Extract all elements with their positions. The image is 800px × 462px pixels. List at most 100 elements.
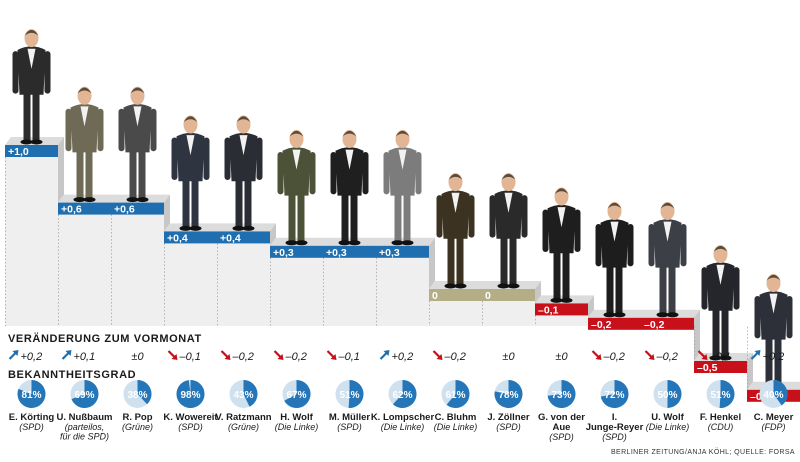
head-shape bbox=[554, 187, 569, 206]
awareness-value: 81% bbox=[21, 390, 41, 401]
awareness-value: 51% bbox=[710, 390, 730, 401]
arm-shape bbox=[436, 195, 443, 238]
politician-party: (CDU) bbox=[708, 422, 734, 432]
trend-down-arrow-icon bbox=[591, 350, 602, 360]
torso-shape bbox=[759, 291, 788, 340]
shirt-shape bbox=[557, 207, 566, 228]
hair-shape bbox=[501, 173, 516, 180]
change-value: –0,2 bbox=[232, 351, 254, 363]
leg-shape bbox=[456, 236, 464, 286]
torso-shape bbox=[176, 132, 205, 182]
trend-up-arrow-icon bbox=[8, 350, 19, 360]
leg-shape bbox=[297, 193, 305, 243]
shirt-shape bbox=[610, 221, 619, 242]
shoe-shape bbox=[285, 240, 298, 246]
pie-slice bbox=[773, 380, 788, 406]
politician-party: (Die Linke) bbox=[275, 422, 319, 432]
shirt-shape bbox=[451, 192, 460, 213]
awareness-pie: 50% bbox=[653, 380, 682, 408]
arrow-head bbox=[754, 350, 761, 356]
stair-step-side bbox=[588, 295, 594, 318]
shoe-shape bbox=[73, 197, 86, 203]
hair-shape bbox=[24, 29, 39, 36]
politician-party: (SPD) bbox=[496, 422, 521, 432]
arrow-head bbox=[383, 350, 390, 356]
leg-shape bbox=[606, 265, 614, 315]
politician-party: (SPD) bbox=[178, 422, 203, 432]
shirt-shape bbox=[504, 192, 513, 213]
head-shape bbox=[77, 86, 92, 105]
hair-shape bbox=[554, 188, 569, 195]
arm-shape bbox=[309, 151, 316, 195]
stair-step bbox=[376, 245, 429, 326]
staircase-layer bbox=[5, 137, 800, 402]
torso-shape bbox=[335, 147, 364, 196]
awareness-value: 43% bbox=[233, 390, 253, 401]
politician-photo bbox=[330, 129, 369, 246]
leg-shape bbox=[774, 337, 782, 387]
leg-shape bbox=[350, 193, 358, 243]
arm-shape bbox=[150, 108, 157, 152]
shoe-shape bbox=[179, 225, 192, 231]
rating-bar bbox=[5, 145, 58, 157]
politician-name: V. Ratzmann bbox=[215, 412, 271, 423]
torso-shape bbox=[17, 46, 46, 95]
awareness-pie: 69% bbox=[70, 380, 99, 408]
arm-shape bbox=[224, 137, 231, 181]
rating-bar bbox=[323, 245, 376, 258]
pie-slice bbox=[284, 380, 311, 408]
awareness-value: 67% bbox=[286, 390, 306, 401]
shoe-shape bbox=[444, 283, 457, 289]
change-value: –0,2 bbox=[603, 351, 625, 363]
rating-value: 0 bbox=[432, 290, 438, 302]
leg-shape bbox=[447, 236, 455, 286]
shoe-shape bbox=[136, 197, 149, 203]
leg-shape bbox=[509, 236, 517, 286]
arm-shape bbox=[362, 151, 369, 195]
torso-shape bbox=[282, 147, 311, 196]
shirt-shape bbox=[186, 135, 195, 156]
pie-slice bbox=[547, 380, 576, 408]
leg-shape bbox=[235, 178, 243, 229]
arm-shape bbox=[97, 108, 104, 152]
trend-down-arrow-icon bbox=[220, 350, 231, 360]
arm-shape bbox=[648, 223, 655, 267]
politician-name: Junge-Reyer bbox=[586, 422, 644, 433]
trend-down-arrow-icon bbox=[644, 350, 655, 360]
arm-shape bbox=[489, 195, 496, 238]
head-shape bbox=[24, 29, 39, 48]
leg-shape bbox=[138, 150, 146, 200]
politician-name: U. Nußbaum bbox=[57, 412, 113, 423]
head-shape bbox=[342, 129, 357, 148]
hair-shape bbox=[342, 130, 357, 137]
change-value: ±0 bbox=[502, 351, 515, 363]
politician-name: G. von der bbox=[538, 412, 585, 423]
politician-photo bbox=[118, 86, 157, 203]
arm-shape bbox=[786, 295, 793, 339]
hair-shape bbox=[448, 173, 463, 180]
politician-name: F. Henkel bbox=[700, 412, 741, 423]
leg-shape bbox=[500, 236, 508, 286]
arm-shape bbox=[330, 151, 337, 195]
arm-shape bbox=[521, 195, 528, 238]
torso-shape bbox=[441, 190, 470, 239]
pie-slice bbox=[392, 380, 417, 408]
rating-value: +1,0 bbox=[8, 146, 29, 158]
torso-shape bbox=[70, 104, 99, 153]
politician-photo bbox=[648, 201, 687, 318]
change-value: –0,1 bbox=[338, 351, 360, 363]
arrow-head bbox=[12, 350, 19, 356]
trend-up-arrow-icon bbox=[61, 350, 72, 360]
change-value: –0,2 bbox=[285, 351, 307, 363]
politician-party: (Die Linke) bbox=[381, 422, 425, 432]
awareness-pie: 67% bbox=[282, 380, 311, 408]
torso-shape bbox=[600, 219, 629, 268]
arrow-head bbox=[224, 354, 231, 360]
pie-slice bbox=[71, 380, 99, 408]
shirt-shape bbox=[398, 149, 407, 170]
leg-shape bbox=[765, 337, 773, 387]
shoe-shape bbox=[338, 240, 351, 246]
stair-step-side bbox=[429, 237, 435, 289]
arm-shape bbox=[468, 195, 475, 238]
